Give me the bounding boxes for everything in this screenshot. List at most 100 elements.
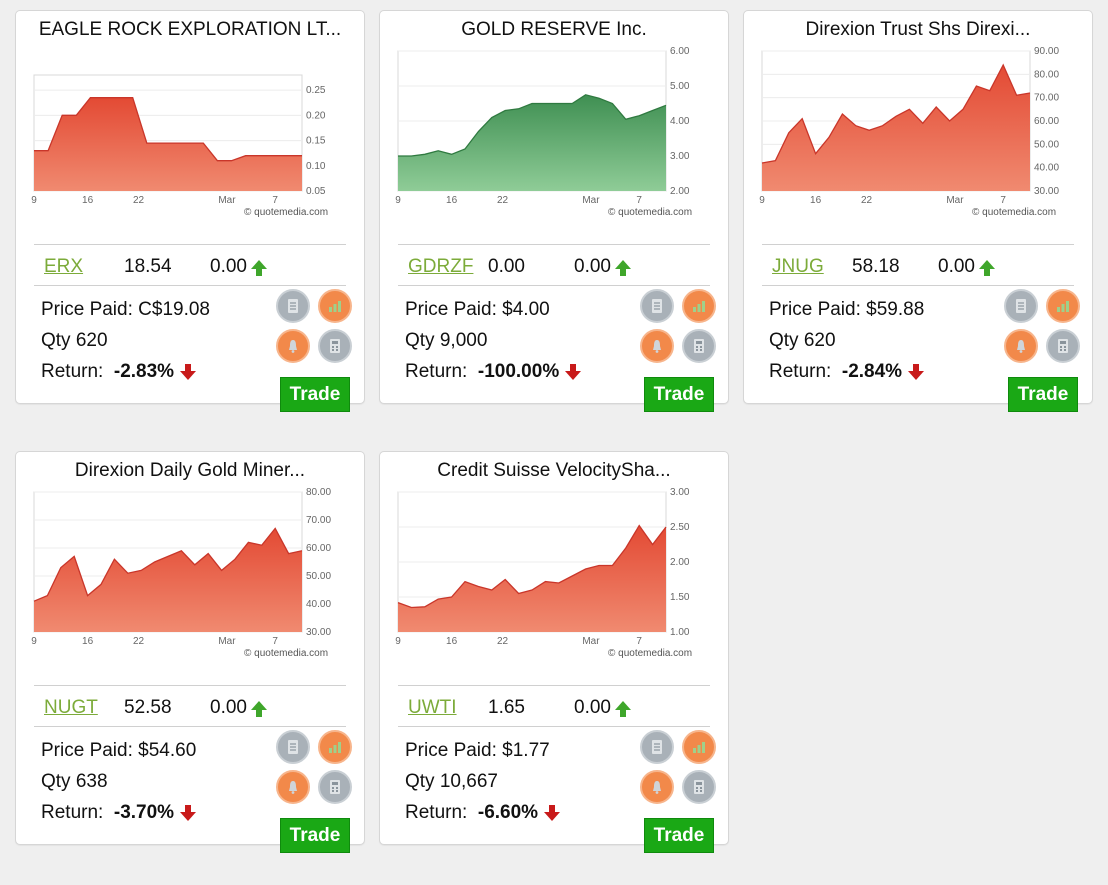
last-price: 1.65 [488,697,525,718]
calculator-icon[interactable] [682,329,716,363]
alert-bell-icon[interactable] [640,770,674,804]
divider [34,726,346,727]
divider [398,285,710,286]
trade-button[interactable]: Trade [280,818,350,853]
ticker-link[interactable]: JNUG [772,256,824,277]
down-arrow-icon [908,364,925,380]
price-chart-svg: 2.00 3.00 4.00 5.00 6.00 9 16 22 Mar 7© quotemedi… [395,46,692,218]
up-arrow-icon [250,700,267,717]
price-paid-label: Price Paid: [41,740,133,761]
trade-button[interactable]: Trade [280,377,350,412]
return-line: Return: -6.60% [405,797,561,828]
down-arrow-icon [544,805,561,821]
price-paid-line: Price Paid: $59.88 [769,294,924,325]
document-icon[interactable] [276,730,310,764]
qty-line: Qty 10,667 [405,766,560,797]
trade-button[interactable]: Trade [1008,377,1078,412]
x-tick-label: 16 [810,195,822,206]
stock-card: GOLD RESERVE Inc. 2.00 3.00 4.00 5.00 6.00 9 1… [379,10,729,412]
quote-row: NUGT 52.58 0.00 [44,695,267,721]
return-value: -3.70% [113,802,175,823]
bar-chart-icon[interactable] [682,730,716,764]
calculator-icon[interactable] [318,770,352,804]
price-paid-line: Price Paid: C$19.08 [41,294,210,325]
price-chart-svg: 30.00 40.00 50.00 60.00 70.00 80.00 90.00 9 16 22… [759,46,1059,218]
price-change: 0.00 [210,695,267,721]
x-tick-label: 9 [395,636,401,647]
y-tick-label: 0.10 [306,161,326,172]
price-paid-label: Price Paid: [769,299,861,320]
document-icon[interactable] [640,289,674,323]
alert-bell-icon[interactable] [276,329,310,363]
change-value: 0.00 [574,256,611,277]
document-icon[interactable] [640,730,674,764]
y-tick-label: 90.00 [1034,46,1059,57]
x-tick-label: 22 [133,195,145,206]
trade-button[interactable]: Trade [644,377,714,412]
y-tick-label: 50.00 [306,571,331,582]
y-tick-label: 70.00 [1034,93,1059,104]
qty-label: Qty [41,330,71,351]
action-icons [276,289,356,369]
alert-bell-icon[interactable] [276,770,310,804]
stock-title: EAGLE ROCK EXPLORATION LT... [38,19,342,40]
x-tick-label: 7 [1000,195,1006,206]
stock-title: GOLD RESERVE Inc. [461,19,647,40]
calculator-icon[interactable] [318,329,352,363]
last-price: 0.00 [488,256,525,277]
x-tick-label: Mar [218,636,236,647]
x-tick-label: 16 [82,636,94,647]
bar-chart-icon[interactable] [318,730,352,764]
y-tick-label: 40.00 [306,599,331,610]
ticker-link[interactable]: GDRZF [408,256,474,277]
y-tick-label: 60.00 [1034,116,1059,127]
change-value: 0.00 [210,697,247,718]
position-info: Price Paid: $4.00 Qty 9,000 Return: -100… [405,294,582,387]
ticker-link[interactable]: ERX [44,256,84,277]
return-label: Return: [405,802,468,823]
down-arrow-icon [180,364,197,380]
alert-bell-icon[interactable] [1004,329,1038,363]
price-chart-svg: 30.00 40.00 50.00 60.00 70.00 80.00 9 16 22 Mar 7©… [31,487,331,659]
calculator-icon[interactable] [682,770,716,804]
return-label: Return: [769,361,832,382]
ticker-link[interactable]: UWTI [408,697,457,718]
qty-label: Qty [769,330,799,351]
price-paid-line: Price Paid: $4.00 [405,294,581,325]
bar-chart-icon[interactable] [318,289,352,323]
document-icon[interactable] [1004,289,1038,323]
qty-label: Qty [405,771,435,792]
qty-value: 620 [803,330,836,351]
y-tick-label: 80.00 [1034,69,1059,80]
last-price: 18.54 [124,256,172,277]
y-tick-label: 60.00 [306,543,331,554]
quotemedia-attribution: © quotemedia.com [608,207,692,218]
stock-title: Credit Suisse VelocitySha... [437,460,671,481]
y-tick-label: 4.00 [670,116,690,127]
bar-chart-icon[interactable] [682,289,716,323]
quote-row: ERX 18.54 0.00 [44,254,267,280]
bar-chart-icon[interactable] [1046,289,1080,323]
return-label: Return: [41,361,104,382]
calculator-icon[interactable] [1046,329,1080,363]
action-icons [640,730,720,810]
divider [762,244,1074,245]
trade-button[interactable]: Trade [644,818,714,853]
y-tick-label: 80.00 [306,487,331,498]
alert-bell-icon[interactable] [640,329,674,363]
qty-value: 620 [75,330,108,351]
price-chart: 30.00 40.00 50.00 60.00 70.00 80.00 9 16 22 Mar 7 ©… [26,484,336,684]
qty-line: Qty 620 [769,325,924,356]
qty-line: Qty 638 [41,766,196,797]
position-info: Price Paid: $59.88 Qty 620 Return: -2.84… [769,294,924,387]
price-line [398,94,667,157]
price-chart-svg: 1.00 1.50 2.00 2.50 3.00 9 16 22 Mar 7© quotemedi… [395,487,692,659]
price-area [34,97,302,191]
document-icon[interactable] [276,289,310,323]
x-tick-label: 16 [446,195,458,206]
ticker-link[interactable]: NUGT [44,697,98,718]
x-tick-label: 16 [446,636,458,647]
position-info: Price Paid: $1.77 Qty 10,667 Return: -6.… [405,735,561,828]
x-tick-label: Mar [582,195,600,206]
y-tick-label: 70.00 [306,515,331,526]
